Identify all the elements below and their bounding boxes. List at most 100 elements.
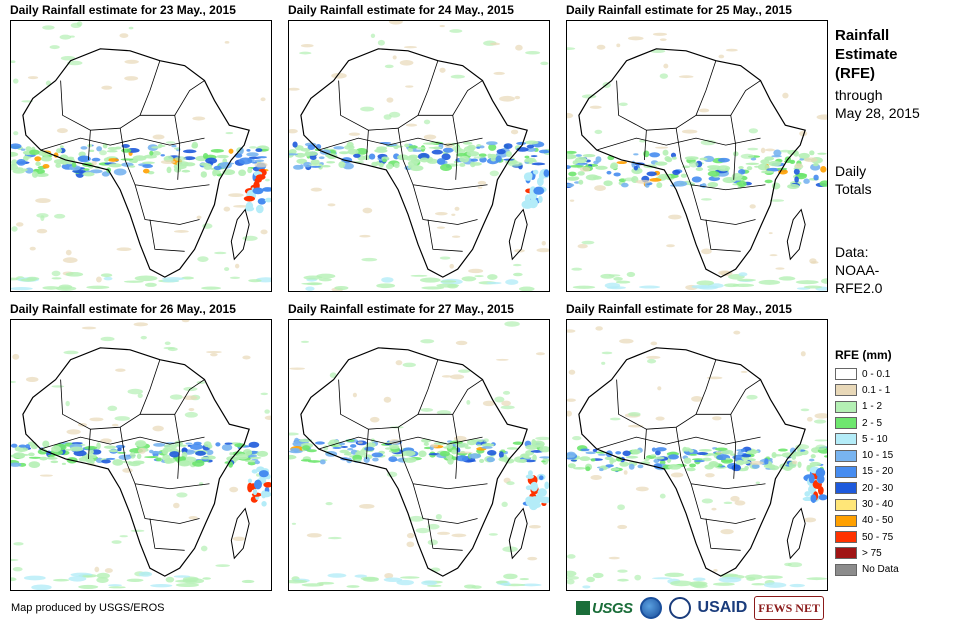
rainfall-area	[506, 447, 518, 450]
light-rain-area	[791, 460, 798, 465]
rainfall-area	[127, 461, 133, 464]
light-rain-area	[571, 267, 583, 271]
ocean-rain-area	[241, 579, 255, 584]
rainfall-area	[205, 157, 218, 164]
light-rain-area	[12, 566, 23, 572]
rainfall-area	[353, 153, 361, 158]
ocean-rain-area	[42, 286, 60, 290]
ocean-rain-area	[65, 272, 84, 277]
ocean-rain-area	[712, 582, 735, 586]
light-rain-area	[53, 213, 66, 219]
rainfall-area	[382, 158, 387, 163]
rainfall-area	[696, 452, 709, 455]
rainfall-area	[539, 446, 549, 453]
light-rain-area	[399, 60, 414, 66]
light-rain-area	[567, 410, 572, 417]
light-rain-area	[408, 515, 425, 522]
rainfall-area	[409, 165, 424, 172]
rainfall-area	[191, 143, 198, 149]
rainfall-area	[539, 456, 549, 459]
light-rain-area	[402, 362, 416, 368]
ocean-rain-area	[592, 572, 604, 579]
rainfall-area	[39, 456, 48, 461]
light-rain-area	[137, 393, 143, 399]
cyclone-rain-area	[255, 174, 266, 181]
ocean-rain-area	[68, 576, 87, 582]
rainfall-area	[408, 145, 418, 149]
ocean-rain-area	[150, 583, 173, 588]
ocean-rain-area	[381, 277, 394, 283]
ocean-rain-area	[763, 582, 787, 588]
light-rain-area	[181, 320, 190, 323]
light-rain-area	[688, 161, 699, 168]
country-border	[140, 379, 205, 415]
rainfall-area	[479, 145, 485, 149]
light-rain-area	[800, 408, 810, 412]
light-rain-area	[799, 130, 808, 137]
light-rain-area	[214, 251, 227, 255]
country-border	[338, 60, 439, 131]
rainfall-area	[388, 456, 398, 463]
light-rain-area	[473, 156, 486, 159]
rainfall-area	[216, 154, 229, 159]
rainfall-area	[332, 446, 342, 450]
legend-label: 2 - 5	[862, 417, 883, 429]
legend-label: 50 - 75	[862, 531, 894, 543]
ocean-rain-area	[638, 285, 661, 289]
light-rain-area	[623, 470, 628, 475]
rainfall-area	[688, 449, 694, 453]
light-rain-area	[107, 405, 118, 412]
daily-totals: Daily Totals	[835, 162, 872, 198]
usaid-logo: USAID	[697, 599, 748, 616]
rainfall-area	[578, 179, 584, 185]
cyclone-rain-area	[263, 482, 271, 488]
light-rain-area	[567, 329, 576, 333]
rainfall-area	[637, 464, 644, 469]
rainfall-area	[289, 153, 299, 156]
rainfall-area	[402, 457, 417, 463]
light-rain-area	[361, 257, 378, 262]
rainfall-area	[69, 446, 84, 452]
rainfall-area	[810, 454, 816, 459]
rainfall-area	[751, 463, 760, 469]
rainfall-area	[61, 462, 66, 465]
rainfall-area	[88, 454, 97, 459]
rainfall-area	[246, 148, 251, 152]
rainfall-area	[135, 440, 147, 448]
rainfall-area	[303, 161, 312, 168]
rainfall-area	[121, 143, 130, 148]
light-rain-area	[96, 276, 102, 283]
light-rain-area	[507, 161, 523, 167]
rainfall-area	[747, 450, 759, 454]
rainfall-area	[56, 148, 63, 154]
ocean-rain-area	[670, 580, 693, 587]
light-rain-area	[25, 376, 39, 383]
light-rain-area	[590, 475, 602, 481]
rainfall-area	[25, 146, 32, 152]
light-rain-area	[264, 409, 270, 414]
rainfall-area	[631, 449, 641, 455]
legend-label: 20 - 30	[862, 482, 894, 494]
light-rain-area	[489, 42, 501, 46]
rainfall-area	[108, 163, 122, 168]
rainfall-area	[254, 159, 265, 163]
light-rain-area	[733, 330, 741, 335]
cyclone-rain-area	[255, 204, 264, 214]
light-rain-area	[535, 352, 546, 356]
light-rain-area	[406, 541, 415, 548]
light-rain-area	[525, 50, 541, 55]
country-border	[88, 429, 91, 459]
light-rain-area	[362, 207, 373, 214]
madagascar-coastline	[230, 507, 250, 560]
rainfall-area	[426, 158, 439, 164]
rainfall-area	[150, 451, 163, 454]
rainfall-area	[113, 168, 127, 176]
light-rain-area	[388, 21, 403, 25]
ocean-rain-area	[461, 276, 477, 282]
rainfall-area	[731, 464, 742, 472]
rainfall-area	[699, 157, 708, 161]
rainfall-area	[470, 158, 479, 162]
rainfall-area	[824, 455, 827, 458]
rainfall-area	[254, 460, 260, 465]
rainfall-area	[428, 146, 442, 149]
